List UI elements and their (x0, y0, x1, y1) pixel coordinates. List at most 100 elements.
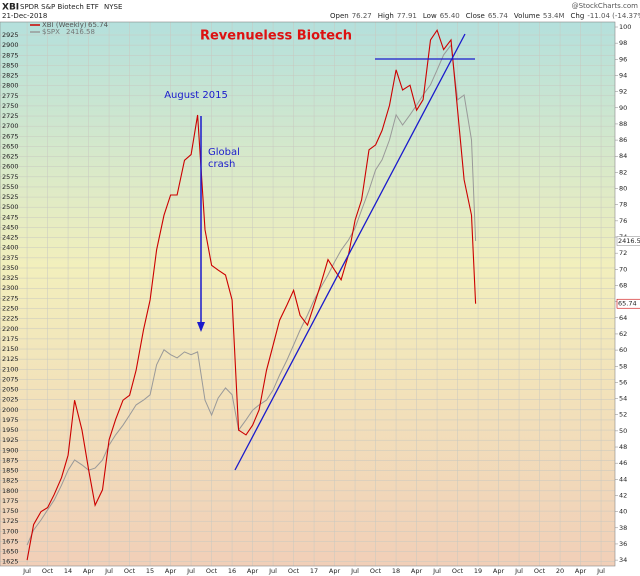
y-tick-label: 2500 (2, 203, 19, 211)
x-tick-label: Oct (42, 567, 54, 575)
legend-value: 65.74 (88, 21, 109, 29)
quote-label: Close (466, 12, 485, 20)
x-tick-label: Apr (493, 567, 505, 575)
y2-tick-label: 86 (619, 136, 627, 144)
quote-label: Chg (571, 12, 585, 20)
y-tick-label: 2900 (2, 41, 19, 49)
x-tick-label: Oct (534, 567, 546, 575)
y-tick-label: 2375 (2, 254, 19, 262)
x-tick-label: Jul (268, 567, 277, 575)
y-tick-label: 2700 (2, 122, 19, 130)
quote-label: Open (330, 12, 349, 20)
y-tick-label: 1725 (2, 517, 19, 525)
y-tick-label: 2750 (2, 102, 19, 110)
y2-tick-label: 34 (619, 556, 627, 564)
x-tick-label: Apr (329, 567, 341, 575)
y2-tick-label: 50 (619, 427, 627, 435)
y-tick-label: 2450 (2, 223, 19, 231)
y2-tick-label: 98 (619, 39, 627, 47)
quote-label: High (378, 12, 394, 20)
y-tick-label: 2850 (2, 61, 19, 69)
y-tick-label: 2650 (2, 142, 19, 150)
quote-value: -11.04 (-14.37%) (587, 12, 640, 20)
y2-tick-label: 46 (619, 459, 627, 467)
annotation: August 2015 (164, 90, 228, 101)
lines (26, 28, 477, 561)
y-tick-label: 2300 (2, 284, 19, 292)
legend-label: XBI (Weekly) (42, 21, 87, 29)
trend-line (234, 33, 466, 471)
plot-background (0, 22, 615, 566)
x-tick-label: Apr (165, 567, 177, 575)
x-tick-label: Jul (186, 567, 195, 575)
x-tick-label: Jul (514, 567, 523, 575)
quote-label: Low (423, 12, 437, 20)
x-tick-label: Jul (22, 567, 31, 575)
y-tick-label: 2100 (2, 365, 19, 373)
x-tick-label: 19 (474, 567, 482, 575)
x-tick-label: 15 (146, 567, 154, 575)
y2-tick-label: 100 (619, 23, 631, 31)
annotation: crash (208, 159, 235, 170)
date: 21-Dec-2018 (2, 12, 47, 20)
y-tick-label: 2175 (2, 335, 19, 343)
y-tick-label: 2075 (2, 375, 19, 383)
y-tick-label: 2825 (2, 72, 19, 80)
y-tick-label: 1850 (2, 467, 19, 475)
y2-tick-label: 36 (619, 540, 627, 548)
y-tick-label: 1650 (2, 548, 19, 556)
series-line (26, 43, 477, 546)
y2-tick-label: 76 (619, 217, 627, 225)
y2-tick-label: 56 (619, 378, 627, 386)
x-tick-label: 14 (64, 567, 72, 575)
legend-label: $SPX (42, 28, 60, 36)
y-tick-label: 2425 (2, 234, 19, 242)
y-tick-label: 1775 (2, 497, 19, 505)
y-tick-label: 2775 (2, 92, 19, 100)
quote-value: 53.4M (543, 12, 565, 20)
y2-tick-label: 54 (619, 395, 627, 403)
y-tick-label: 2525 (2, 193, 19, 201)
y2-tick-label: 94 (619, 71, 627, 79)
x-tick-label: Oct (288, 567, 300, 575)
y-tick-label: 2675 (2, 132, 19, 140)
quote-value: 65.74 (488, 12, 509, 20)
quote-value: 76.27 (352, 12, 372, 20)
y-tick-label: 2350 (2, 264, 19, 272)
last-value-box (616, 236, 640, 246)
y2-tick-label: 78 (619, 201, 627, 209)
y-tick-label: 1625 (2, 558, 19, 566)
y-tick-label: 1925 (2, 436, 19, 444)
y2-tick-label: 48 (619, 443, 627, 451)
grid (0, 22, 615, 566)
x-tick-label: 17 (310, 567, 318, 575)
arrow-head (197, 322, 205, 332)
quote-value: 65.40 (440, 12, 460, 20)
x-tick-label: Oct (370, 567, 382, 575)
quote-value: 77.91 (397, 12, 417, 20)
axes: 1625165016751700172517501775180018251850… (0, 21, 640, 575)
y-tick-label: 2925 (2, 31, 19, 39)
y2-tick-label: 52 (619, 411, 627, 419)
y-tick-label: 1700 (2, 527, 19, 535)
y-tick-label: 1950 (2, 426, 19, 434)
x-tick-label: Jul (350, 567, 359, 575)
x-tick-label: Oct (452, 567, 464, 575)
x-tick-label: Apr (575, 567, 587, 575)
y2-tick-label: 82 (619, 168, 627, 176)
y2-tick-label: 58 (619, 362, 627, 370)
x-tick-label: Apr (411, 567, 423, 575)
y-tick-label: 1900 (2, 446, 19, 454)
x-tick-label: Apr (247, 567, 259, 575)
y2-tick-label: 40 (619, 508, 627, 516)
y2-tick-label: 62 (619, 330, 627, 338)
y-tick-label: 2000 (2, 406, 19, 414)
y-tick-label: 2400 (2, 244, 19, 252)
y2-tick-label: 72 (619, 249, 627, 257)
quote-label: Volume (514, 12, 540, 20)
y-tick-label: 1675 (2, 537, 19, 545)
y2-tick-label: 64 (619, 314, 627, 322)
security-name: SPDR S&P Biotech ETF (20, 3, 99, 11)
y-tick-label: 2200 (2, 325, 19, 333)
